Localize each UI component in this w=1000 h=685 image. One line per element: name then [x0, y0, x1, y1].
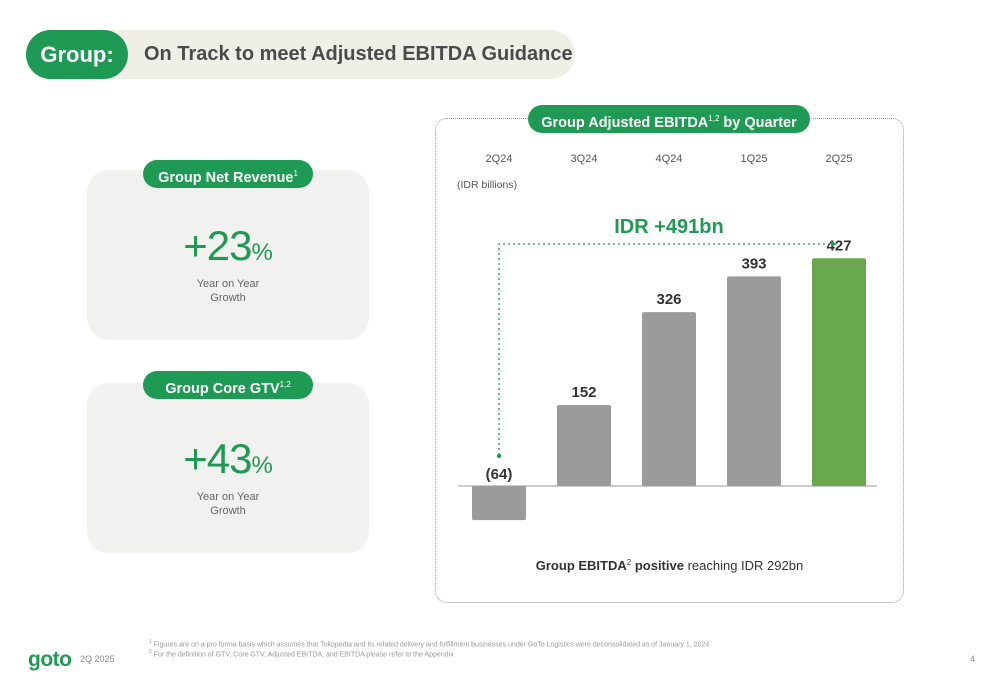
footnote-1: 1 Figures are on a pro forma basis which…	[149, 639, 709, 648]
growth-annotation: IDR +491bn	[614, 216, 723, 238]
foot-rest: reaching IDR 292bn	[683, 558, 804, 573]
category-label-3Q24: 3Q24	[571, 153, 598, 165]
data-label-1Q25: 393	[741, 255, 766, 272]
chart-title-sup: 1,2	[708, 114, 720, 123]
core-gtv-kpi: +43%	[87, 435, 369, 483]
chart-footnote: Group EBITDA2 positive reaching IDR 292b…	[435, 558, 904, 573]
bar-2Q24	[472, 486, 526, 521]
page-title: On Track to meet Adjusted EBITDA Guidanc…	[144, 43, 573, 65]
kpi-unit: %	[251, 239, 273, 266]
kpi-sub-line2: Growth	[210, 505, 246, 517]
chart-title-suffix: by Quarter	[719, 115, 797, 131]
connector-start-dot	[496, 453, 502, 459]
core-gtv-label: Group Core GTV1,2	[143, 371, 313, 399]
category-label-2Q25: 2Q25	[826, 153, 853, 165]
bar-3Q24	[557, 404, 611, 486]
kpi-subtitle: Year on Year Growth	[87, 277, 369, 305]
foot-bold1: Group EBITDA	[535, 558, 627, 573]
foot-sup: 2	[626, 558, 632, 567]
title-pill: Group: On Track to meet Adjusted EBITDA …	[26, 30, 575, 79]
kpi-sub-line1: Year on Year	[196, 491, 260, 503]
chart-title: Group Adjusted EBITDA1,2 by Quarter	[528, 105, 810, 133]
card-label-text: Group Net Revenue	[158, 170, 294, 186]
kpi-sub-line2: Growth	[210, 292, 246, 304]
kpi-unit: %	[251, 452, 273, 479]
kpi-value: 23	[206, 222, 253, 269]
bar-4Q24	[642, 312, 696, 486]
core-gtv-card: +43% Year on Year Growth	[87, 383, 369, 553]
card-label-sup: 1	[293, 169, 298, 178]
footnote-2: 2 For the definition of GTV, Core GTV, A…	[149, 649, 454, 658]
data-label-4Q24: 326	[656, 291, 681, 308]
chart-unit-label: (IDR billions)	[457, 179, 518, 191]
data-label-2Q25: 427	[826, 237, 851, 254]
chart-title-text: Group Adjusted EBITDA	[541, 115, 709, 131]
net-revenue-label: Group Net Revenue1	[143, 160, 313, 188]
card-label-text: Group Core GTV	[165, 381, 280, 397]
growth-connector	[498, 243, 831, 455]
goto-logo: goto	[28, 648, 72, 671]
category-label-2Q24: 2Q24	[486, 153, 513, 165]
category-label-4Q24: 4Q24	[656, 153, 683, 165]
net-revenue-card: +23% Year on Year Growth	[87, 170, 369, 340]
footnote-text: Figures are on a pro forma basis which a…	[153, 641, 710, 649]
category-label-1Q25: 1Q25	[741, 153, 768, 165]
period-label: 2Q 2025	[80, 654, 115, 664]
kpi-sign: +	[183, 222, 208, 269]
kpi-sign: +	[183, 435, 208, 482]
kpi-value: 43	[206, 435, 253, 482]
foot-bold2: positive	[631, 558, 684, 573]
net-revenue-kpi: +23%	[87, 222, 369, 270]
card-label-sup: 1,2	[279, 380, 291, 389]
title-tag: Group:	[26, 30, 128, 79]
page-number: 4	[970, 654, 976, 664]
kpi-sub-line1: Year on Year	[196, 278, 260, 290]
connector-arrowhead	[831, 241, 837, 247]
bar-1Q25	[727, 276, 781, 486]
data-label-3Q24: 152	[571, 384, 596, 401]
footnote-sup: 2	[149, 649, 152, 655]
kpi-subtitle: Year on Year Growth	[87, 490, 369, 518]
footnote-text: For the definition of GTV, Core GTV, Adj…	[153, 651, 454, 659]
footnote-sup: 1	[149, 639, 152, 645]
bar-2Q25	[812, 258, 866, 486]
data-label-2Q24: (64)	[486, 466, 513, 483]
